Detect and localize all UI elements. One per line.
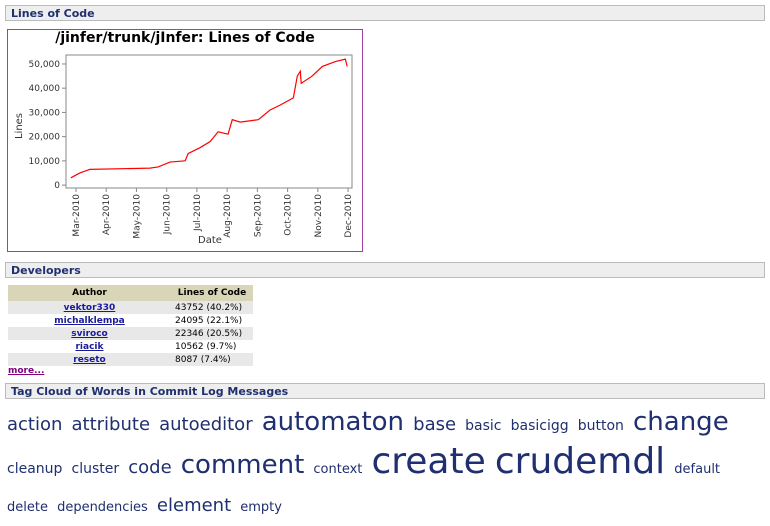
plot-area bbox=[65, 54, 353, 189]
cell: 8087 (7.4%) bbox=[171, 353, 253, 366]
y-tick-label: 0 bbox=[54, 181, 60, 191]
x-tick-label: Jul-2010 bbox=[193, 194, 203, 232]
series-line bbox=[70, 58, 348, 179]
tag[interactable]: delete bbox=[7, 500, 48, 515]
row: vektor330 43752 (40.2%) bbox=[8, 301, 253, 314]
tag[interactable]: empty bbox=[240, 500, 282, 515]
tag[interactable]: default bbox=[674, 462, 721, 477]
cell: 10562 (9.7%) bbox=[175, 341, 237, 352]
cell: michalklempa bbox=[8, 314, 171, 327]
author-link[interactable]: michalklempa bbox=[54, 315, 125, 326]
cell: riacik bbox=[8, 340, 171, 353]
y-tick-label: 30,000 bbox=[29, 108, 61, 118]
row: riacik 10562 (9.7%) bbox=[8, 340, 253, 353]
x-tick-label: Jun-2010 bbox=[163, 194, 173, 235]
x-tick-label: Oct-2010 bbox=[284, 194, 294, 236]
x-axis-label: Date bbox=[198, 235, 222, 246]
tag[interactable]: basic bbox=[465, 418, 502, 434]
tag[interactable]: dependencies bbox=[57, 500, 148, 515]
tag[interactable]: base bbox=[413, 414, 457, 435]
chart: /jinfer/trunk/jInfer: Lines of Code Date… bbox=[14, 30, 354, 246]
y-tick-label: 10,000 bbox=[29, 157, 61, 167]
row: reseto 8087 (7.4%) bbox=[8, 353, 253, 366]
tag[interactable]: crudemdl bbox=[494, 441, 666, 482]
cell: 24095 (22.1%) bbox=[175, 315, 243, 326]
page: Lines of Code /jinfer/trunk/jInfer: Line… bbox=[5, 5, 765, 516]
tag[interactable]: comment bbox=[180, 450, 305, 480]
cell: reseto bbox=[8, 353, 171, 366]
y-tick-label: 20,000 bbox=[29, 133, 61, 143]
tag[interactable]: cleanup bbox=[7, 461, 63, 477]
section-header: Lines of Code bbox=[5, 5, 765, 21]
author-link[interactable]: sviroco bbox=[71, 328, 108, 339]
tag[interactable]: cluster bbox=[71, 461, 120, 477]
section-header: Tag Cloud of Words in Commit Log Message… bbox=[5, 383, 765, 399]
more-link[interactable]: more... bbox=[8, 366, 45, 376]
x-tick-label: Mar-2010 bbox=[72, 194, 82, 237]
x-tick-label: Nov-2010 bbox=[314, 194, 324, 238]
tag[interactable]: action bbox=[7, 414, 63, 435]
section-header: Developers bbox=[5, 262, 765, 278]
cell: 43752 (40.2%) bbox=[171, 301, 253, 314]
author-link[interactable]: riacik bbox=[75, 341, 104, 352]
tag[interactable]: basicigg bbox=[510, 418, 569, 434]
y-axis-label: Lines bbox=[14, 113, 25, 139]
author-link[interactable]: vektor330 bbox=[63, 302, 116, 313]
y-tick-label: 40,000 bbox=[29, 84, 61, 94]
tag[interactable]: code bbox=[128, 457, 172, 478]
x-tick-label: Sep-2010 bbox=[253, 194, 263, 237]
th: Author bbox=[8, 285, 171, 301]
tag[interactable]: element bbox=[156, 495, 232, 516]
x-tick-label: Aug-2010 bbox=[223, 194, 233, 238]
tag[interactable]: context bbox=[313, 462, 363, 477]
tag[interactable]: attribute bbox=[71, 414, 151, 435]
author-link[interactable]: reseto bbox=[73, 354, 106, 365]
developers-table: Author Lines of Code vektor330 43752 (40.2… bbox=[8, 285, 253, 366]
cell: sviroco bbox=[8, 327, 171, 340]
x-tick-label: Dec-2010 bbox=[344, 194, 354, 238]
y-tick-label: 50,000 bbox=[29, 60, 61, 70]
tag[interactable]: automaton bbox=[261, 407, 405, 437]
cell: vektor330 bbox=[8, 301, 171, 314]
tag[interactable]: autoeditor bbox=[159, 414, 253, 435]
tag-cloud: action attribute autoeditor automaton ba… bbox=[7, 404, 767, 526]
row: michalklempa 24095 (22.1%) bbox=[8, 314, 253, 327]
tag[interactable]: button bbox=[577, 418, 624, 434]
tag[interactable]: change bbox=[633, 407, 729, 437]
th: Lines of Code bbox=[171, 285, 253, 301]
x-tick-label: Apr-2010 bbox=[102, 194, 112, 235]
x-tick-label: May-2010 bbox=[132, 194, 142, 239]
tag[interactable]: create bbox=[371, 441, 486, 482]
chart-frame: /jinfer/trunk/jInfer: Lines of Code Date… bbox=[7, 29, 363, 252]
row: sviroco 22346 (20.5%) bbox=[8, 327, 253, 340]
cell: 22346 (20.5%) bbox=[171, 327, 253, 340]
chart-title: /jinfer/trunk/jInfer: Lines of Code bbox=[55, 30, 315, 46]
